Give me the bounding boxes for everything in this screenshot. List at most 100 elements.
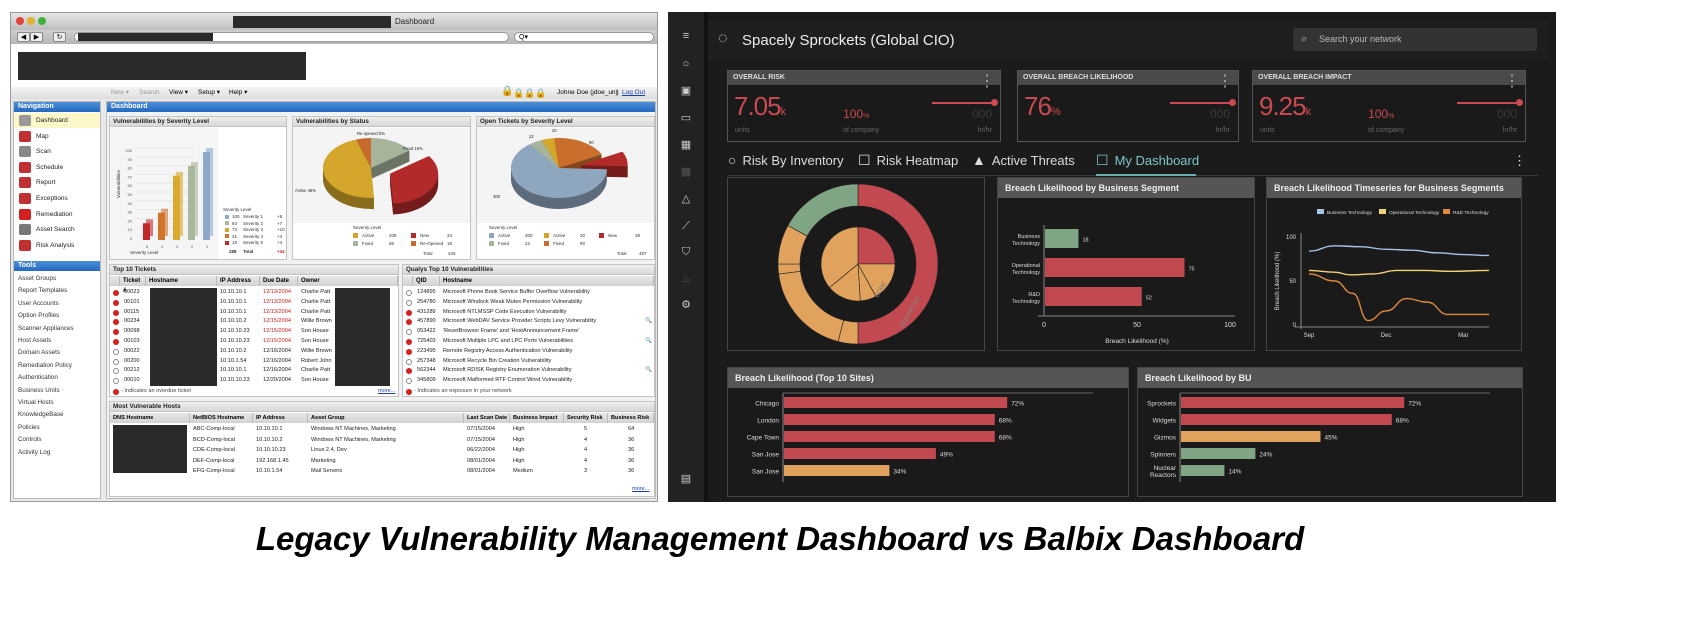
column-header[interactable]: QID [413,276,440,286]
devices-icon[interactable]: ▭ [680,112,692,124]
tab-risk-by-inventory[interactable]: ○ Risk By Inventory [728,152,844,168]
nav-item-scan[interactable]: Scan [14,144,100,159]
vulnerability-row[interactable]: 562344 Microsoft RDISK Registry Enumerati… [403,367,654,376]
tab-risk-heatmap[interactable]: ☐ Risk Heatmap [858,152,958,169]
tools-item-remediation-policy[interactable]: Remediation Policy [18,361,72,369]
nav-item-risk-analysis[interactable]: Risk Analysis [14,238,100,253]
lock-icon[interactable]: 🔒 [535,88,547,98]
column-header[interactable]: IP Address [217,276,260,286]
id-card-icon[interactable]: ▣ [680,85,692,97]
menu-view[interactable]: View ▾ [169,89,189,96]
nav-item-report[interactable]: Report [14,175,100,190]
network-search-input[interactable]: ⌕ Search your network [1293,28,1537,51]
lock-icon[interactable]: 🔒 [501,86,514,97]
ticket-row[interactable]: 00200 10.10.1.54 12/16/2004 Robert John [110,358,398,367]
column-header[interactable]: Hostname [440,276,654,286]
nav-item-asset-search[interactable]: Asset Search [14,222,100,237]
bar[interactable] [1045,287,1142,306]
series-line[interactable] [1308,245,1490,257]
ticket-row[interactable]: 00022 10.10.10.2 12/16/2004 Willie Brown [110,348,398,357]
tools-item-domain-assets[interactable]: Domain Assets [18,349,60,357]
host-row[interactable]: ABC-Comp-local 10.10.10.1 Windows NT Machi… [110,426,654,436]
tools-item-policies[interactable]: Policies [18,423,40,431]
ticket-row[interactable]: 00212 10.10.10.1 12/16/2004 Charlie Patt [110,367,398,376]
bar[interactable] [1045,229,1079,248]
column-header[interactable]: NetBIOS Hostname [190,413,253,423]
lock-icon[interactable]: 🔒 [513,88,525,98]
tools-item-authentication[interactable]: Authentication [18,374,58,382]
ticket-row[interactable]: 00103 10.10.10.23 12/15/2004 Son House [110,338,398,347]
tools-item-knowledgebase[interactable]: KnowledgeBase [18,411,64,419]
bar[interactable] [1181,397,1405,408]
tools-item-activity-log[interactable]: Activity Log [18,448,51,456]
tab-active-threats[interactable]: ▲ Active Threats [972,152,1075,168]
url-bar[interactable] [74,32,509,42]
column-header[interactable]: Security Risk [564,413,608,423]
bar[interactable] [784,448,936,459]
nav-item-dashboard[interactable]: Dashboard [14,113,100,128]
kpi-menu-icon[interactable]: ⋮ [979,73,995,90]
bar[interactable] [1181,448,1256,459]
column-header[interactable]: IP Address [253,413,308,423]
bar[interactable] [784,414,995,425]
inner-pie-segment[interactable] [820,226,859,289]
bar[interactable] [784,465,890,476]
details-icon[interactable]: 🔍 [645,338,652,344]
flame-icon[interactable]: ♨ [681,273,691,285]
menu-icon[interactable]: ≡ [682,30,690,42]
menu-search[interactable]: Search [139,89,160,96]
column-header[interactable]: Asset Group [308,413,464,423]
column-header[interactable]: DNS Hostname [110,413,190,423]
kpi-menu-icon[interactable]: ⋮ [1504,73,1520,90]
tools-item-controls[interactable]: Controls [18,436,42,444]
column-header[interactable]: Last Scan Date [464,413,510,423]
tools-item-virtual-hosts[interactable]: Virtual Hosts [18,399,54,406]
vulnerability-row[interactable]: 725403 Microsoft Multiple LPC and LPC Por… [403,338,654,347]
layout-icon[interactable]: ▤ [680,473,692,485]
tab-my-dashboard[interactable]: ☐ My Dashboard [1096,152,1199,169]
series-line[interactable] [1308,269,1490,276]
lock-icon[interactable]: 🔒 [524,88,536,98]
column-header[interactable]: Due Date [260,276,298,286]
column-header[interactable]: Hostname [146,276,217,286]
host-row[interactable]: DEF-Comp-local 192.168.1.45 Marketing 08/01… [110,458,654,468]
bar[interactable] [784,431,995,442]
kpi-menu-icon[interactable]: ⋮ [1217,73,1233,90]
logout-link[interactable]: Log Out [622,89,646,96]
bar[interactable] [1181,431,1321,442]
triangle-icon[interactable]: △ [681,193,691,205]
nav-item-exceptions[interactable]: Exceptions [14,191,100,206]
nav-item-remediation[interactable]: Remediation [14,207,100,222]
gear-icon[interactable]: ⚙ [681,299,691,311]
vulnerability-row[interactable]: 431289 Microsoft NTLMSSP Code Execution V… [403,309,654,318]
details-icon[interactable]: 🔍 [645,367,652,374]
tools-item-option-profiles[interactable]: Option Profiles [18,312,60,320]
hosts-more-link[interactable]: more... [632,486,650,492]
outer-ring-segment[interactable] [787,183,859,237]
nav-item-map[interactable]: Map [14,129,100,144]
shield-icon[interactable]: ⛉ [681,246,691,258]
host-row[interactable]: CDE-Comp-local 10.10.10.23 Linux 2.4, Dev 0… [110,447,654,457]
tools-item-business-units[interactable]: Business Units [18,386,60,394]
host-row[interactable]: BCD-Comp-local 10.10.10.2 Windows NT Machi… [110,437,654,447]
grid-icon[interactable]: ▦ [680,139,692,151]
tools-item-user-accounts[interactable]: User Accounts [18,299,59,307]
minimize-window-button[interactable] [27,17,35,25]
tools-item-scanner-appliances[interactable]: Scanner Appliances [18,324,74,332]
back-button[interactable]: ◀ [17,32,30,42]
outer-ring-segment[interactable] [857,183,939,345]
circle-icon[interactable]: ○ [682,58,690,70]
bar[interactable] [1045,258,1185,277]
bar[interactable] [784,397,1008,408]
more-options-icon[interactable]: ⋮ [1513,153,1526,168]
tools-item-report-templates[interactable]: Report Templates [18,287,68,295]
menu-help[interactable]: Help ▾ [229,89,248,96]
nav-item-schedule[interactable]: Schedule [14,160,100,175]
column-header[interactable]: Ticket # [120,276,146,294]
kpi-card-overall-risk[interactable]: OVERALL RISK ⋮ 7.05k units 100% of company 000… [727,70,1001,142]
tools-item-asset-groups[interactable]: Asset Groups [18,275,57,282]
details-icon[interactable]: 🔍 [645,318,652,325]
briefcase-icon[interactable]: ▩ [680,166,692,178]
vulnerability-row[interactable]: 223495 Remote Registry Access Authenticat… [403,348,654,357]
host-row[interactable]: EFG-Comp-local 10.10.1.54 Mail Servers 08/0… [110,468,654,478]
